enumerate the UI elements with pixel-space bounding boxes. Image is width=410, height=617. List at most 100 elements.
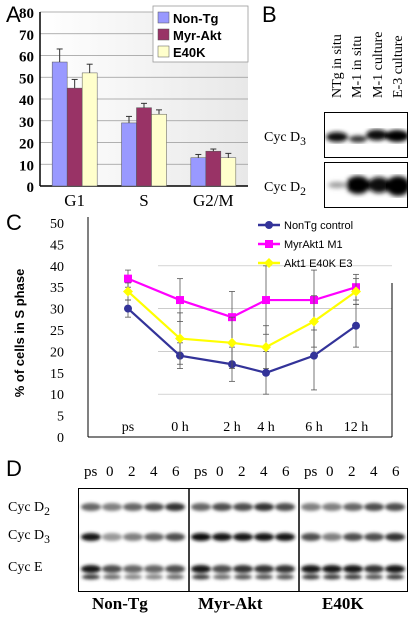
x-tick-label: S: [139, 191, 148, 210]
blot-band: [191, 533, 211, 541]
bar-non-tg-g2-m: [190, 157, 207, 187]
bar-myr-akt-s: [136, 107, 152, 187]
blot-band: [191, 503, 211, 511]
blot-band: [124, 574, 142, 580]
blot-b-cyc-d2: [324, 162, 408, 208]
y-tick-label: 10: [19, 158, 34, 174]
blot-band: [212, 533, 232, 541]
x-tick-label: 4 h: [257, 420, 275, 435]
blot-b-cyc-d3: [324, 112, 408, 158]
data-point: [175, 333, 185, 344]
y-tick-label: 35: [50, 281, 64, 296]
data-point: [352, 321, 360, 330]
blot-d-lane-label: 4: [370, 464, 378, 480]
blot-d-lane-label: 2: [128, 464, 136, 480]
blot-d-lane-label: 4: [260, 464, 268, 480]
blot-band: [322, 503, 342, 511]
blot-band: [385, 533, 405, 541]
blot-band: [212, 503, 232, 511]
data-point: [227, 337, 237, 348]
blot-band: [385, 503, 405, 511]
bar-non-tg-g1: [51, 61, 68, 187]
y-tick-label: 10: [50, 388, 64, 403]
blot-d-lane-label: 6: [392, 464, 400, 480]
blot-band: [103, 574, 121, 580]
blot-b-lane-label: NTg in situ: [330, 34, 345, 98]
y-tick-label: 30: [19, 115, 34, 131]
group-label-e40k: E40K: [322, 594, 364, 613]
blot-band: [123, 533, 143, 541]
legend-label: Myr-Akt: [173, 28, 222, 43]
blot-band: [302, 574, 320, 580]
blot-d-row-label-cyc-e: Cyc E: [8, 560, 43, 575]
blot-d-lane-label: ps: [84, 464, 98, 480]
blot-band: [81, 533, 101, 541]
blot-band: [233, 533, 253, 541]
blot-band: [343, 533, 363, 541]
y-tick-label: 0: [57, 431, 64, 446]
y-tick-label: 45: [50, 238, 64, 253]
blot-band: [234, 574, 252, 580]
y-tick-label: 20: [19, 137, 34, 153]
blot-band: [344, 574, 362, 580]
bar-myr-akt-g2-m: [205, 150, 222, 187]
blot-band: [254, 503, 274, 511]
blot-band: [301, 565, 321, 573]
data-point: [262, 296, 270, 305]
blot-band: [365, 574, 383, 580]
blot-band: [254, 565, 274, 573]
blot-band: [343, 503, 363, 511]
blot-d-lane-label: 6: [282, 464, 290, 480]
blot-b-row-label-d2: Cyc D2: [264, 180, 306, 198]
blot-band: [275, 565, 295, 573]
legend-swatch: [157, 11, 170, 24]
x-tick-label: G1: [64, 191, 85, 210]
blot-band: [102, 565, 122, 573]
blot-band: [144, 533, 164, 541]
data-point: [351, 286, 361, 297]
blot-d-lane-label: 2: [348, 464, 356, 480]
y-axis-label: % of cells in S phase: [12, 269, 27, 398]
panel-b-blot: NTg in situ M-1 in situ M-1 culture E-3 cul…: [262, 0, 410, 210]
y-tick-label: 30: [50, 303, 64, 318]
blot-band: [165, 533, 185, 541]
blot-band: [254, 533, 274, 541]
y-tick-label: 25: [50, 324, 64, 339]
series-line-2: [127, 290, 357, 349]
blot-band: [212, 565, 232, 573]
blot-d-lane-label: 6: [172, 464, 180, 480]
blot-d-lane-label: 0: [106, 464, 114, 480]
blot-band: [323, 574, 341, 580]
blot-band: [144, 565, 164, 573]
blot-band: [82, 574, 100, 580]
panel-letter-c: C: [6, 210, 22, 235]
y-tick-label: 20: [50, 345, 64, 360]
blot-band: [102, 533, 122, 541]
blot-d-membrane: [78, 488, 408, 592]
legend-label: Akt1 E40K E3: [284, 258, 353, 270]
blot-band: [102, 503, 122, 511]
y-tick-label: 60: [19, 50, 34, 66]
blot-band: [81, 503, 101, 511]
bar-e40k-g2-m: [220, 157, 237, 187]
blot-b-row-label-d3: Cyc D3: [264, 130, 306, 148]
blot-band: [275, 503, 295, 511]
legend-label: NonTg control: [284, 220, 353, 232]
blot-d-row-label-d2: Cyc D2: [8, 500, 50, 518]
legend-swatch: [157, 28, 170, 41]
blot-band: [144, 503, 164, 511]
x-tick-label: 2 h: [223, 420, 241, 435]
x-tick-label: 6 h: [305, 420, 323, 435]
blot-b-lane-label: M-1 in situ: [350, 35, 365, 98]
legend-swatch: [157, 45, 170, 58]
blot-band: [386, 574, 404, 580]
legend-label: MyrAkt1 M1: [284, 239, 343, 251]
blot-d-lane-label: 0: [326, 464, 334, 480]
blot-d-lane-label: ps: [194, 464, 208, 480]
panel-letter-d: D: [6, 456, 22, 481]
x-tick-label: 12 h: [344, 420, 369, 435]
legend-marker: [265, 240, 273, 248]
y-tick-label: 50: [50, 217, 64, 232]
blot-band: [165, 503, 185, 511]
blot-band: [301, 533, 321, 541]
